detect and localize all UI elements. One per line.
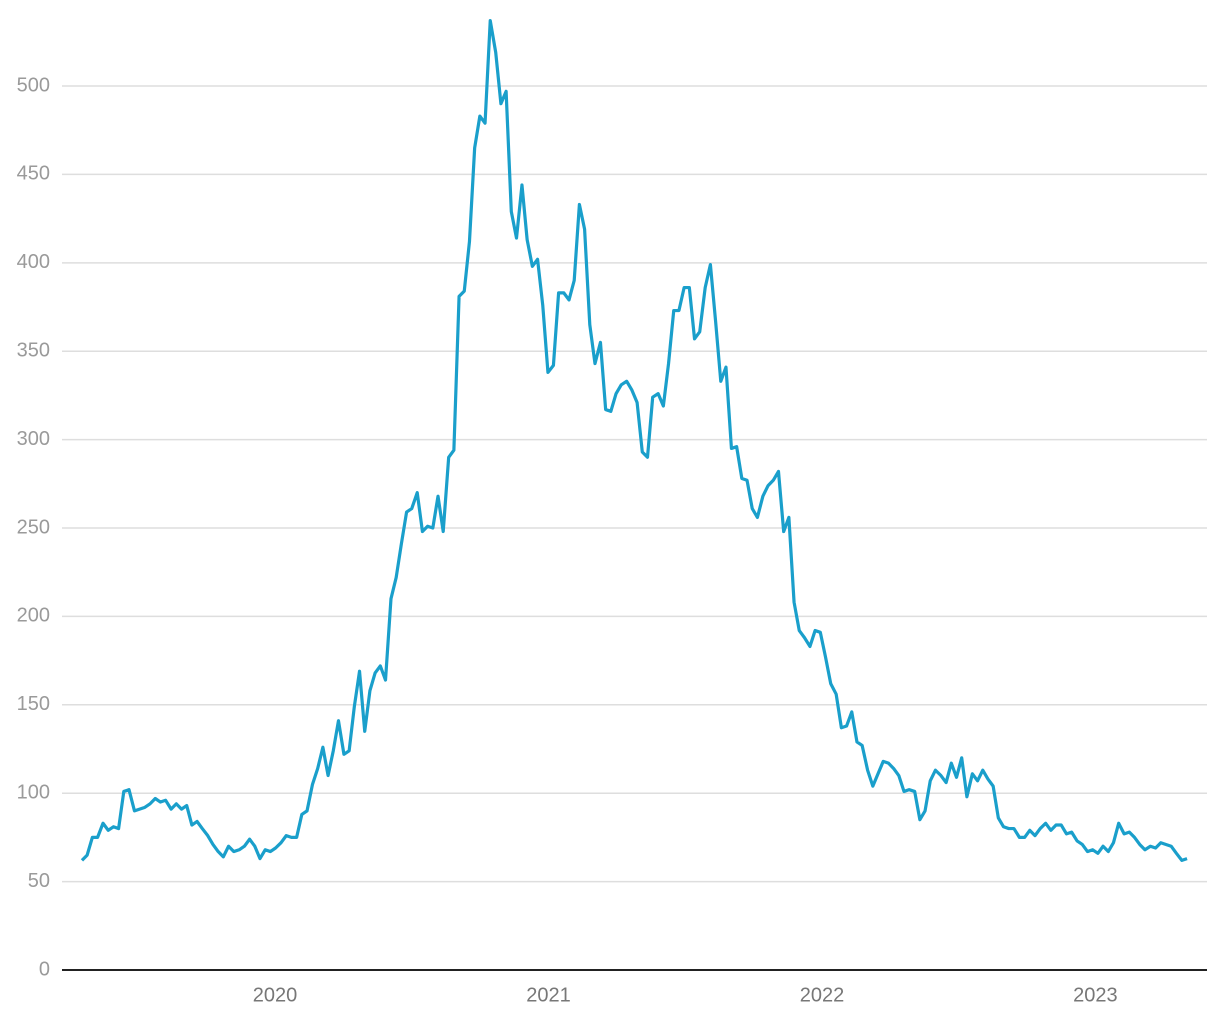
y-tick-label: 500 [17, 74, 50, 96]
y-tick-label: 300 [17, 428, 50, 450]
y-tick-label: 450 [17, 163, 50, 185]
x-tick-label: 2023 [1073, 984, 1118, 1006]
x-tick-label: 2020 [253, 984, 298, 1006]
y-tick-label: 250 [17, 516, 50, 538]
y-tick-label: 400 [17, 251, 50, 273]
y-tick-label: 150 [17, 693, 50, 715]
y-tick-label: 50 [28, 870, 50, 892]
y-tick-label: 350 [17, 339, 50, 361]
y-tick-label: 100 [17, 781, 50, 803]
x-tick-label: 2021 [526, 984, 571, 1006]
y-tick-label: 200 [17, 605, 50, 627]
y-tick-label: 0 [39, 958, 50, 980]
x-tick-label: 2022 [800, 984, 845, 1006]
data-line [80, 19, 1188, 862]
